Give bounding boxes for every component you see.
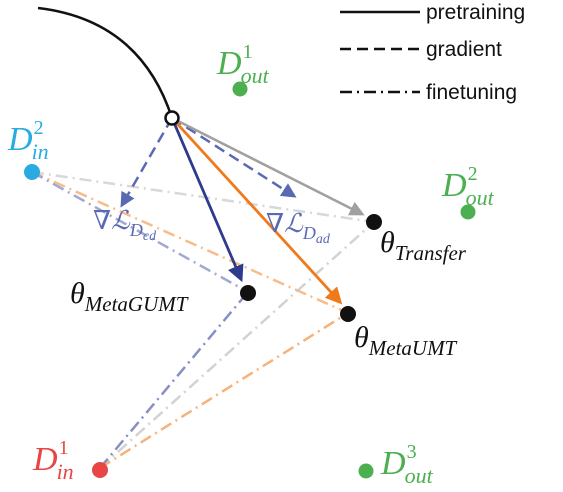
legend-finetuning-label: finetuning [426,81,517,104]
transfer-arrow [171,116,365,216]
theta-metagumt-label: θMetaGUMT [70,277,189,316]
finetune-d1-to-metaumt [99,311,349,470]
legend-gradient-label: gradient [426,38,502,61]
d-in-1-label: D1 in [32,437,74,484]
finetune-d1-to-metagumt [99,291,249,469]
theta-metaumt-label: θMetaUMT [354,321,458,360]
pretraining-curve [37,6,174,119]
finetuning-from-d-in-2 [31,170,375,315]
gradient-arrow-cd [120,117,174,208]
legend-pretraining-label: pretraining [426,1,525,24]
legend: pretraining gradient finetuning [340,1,525,104]
d-out-3-point [358,463,374,479]
d-out-1-point [232,81,248,97]
gradient-arrows [120,116,297,208]
d-in-2-point [24,164,40,180]
theta-metaumt-point [340,306,356,322]
pretrained-point [164,110,180,126]
theta-transfer-label: θTransfer [380,226,467,265]
theta-transfer-point [366,214,382,230]
d-in-1-point [92,462,108,478]
gradient-ad-label: ∇ℒDad [266,209,331,247]
finetune-d2-to-metaumt [31,170,349,315]
d-out-1-label: D1 out [216,41,270,88]
d-out-2-point [460,204,476,220]
finetuning-from-d-in-1 [99,221,375,470]
d-out-3-label: D3 out [380,441,434,488]
finetune-d2-to-transfer [31,170,375,224]
metagumt-arrow [170,117,244,283]
d-out-2-label: D2 out [441,163,495,210]
gradient-arrow-ad [171,116,297,198]
metaumt-arrow [170,117,343,305]
finetune-d2-to-metagumt [31,170,249,294]
d-in-2-label: D2 in [7,117,49,164]
gradient-cd-label: ∇ℒDcd [93,206,157,244]
finetune-d1-to-transfer [99,221,375,469]
theta-metagumt-point [240,285,256,301]
